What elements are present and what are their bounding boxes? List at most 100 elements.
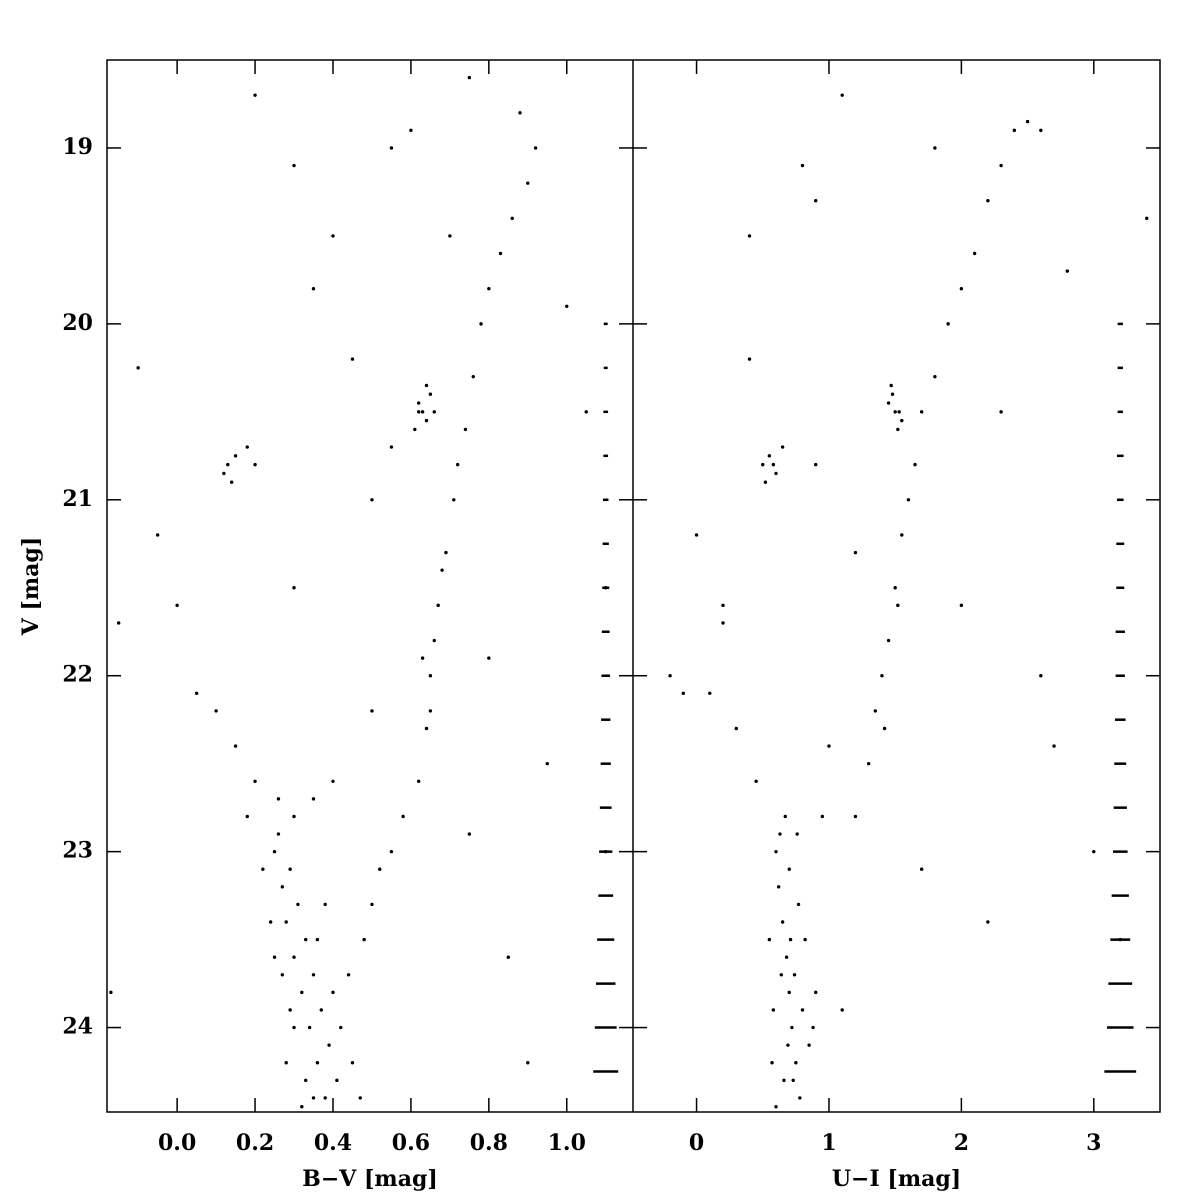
star-point xyxy=(452,498,456,502)
x-axis-label: B−V [mag] xyxy=(302,1166,438,1192)
x-tick-label: 0.2 xyxy=(236,1130,274,1156)
star-point xyxy=(780,445,785,449)
star-point xyxy=(327,1043,331,1047)
y-axis-label: V [mag] xyxy=(18,537,44,636)
star-point xyxy=(346,973,351,977)
star-point xyxy=(272,849,277,854)
star-point xyxy=(791,1078,795,1083)
star-point xyxy=(276,797,281,801)
star-point xyxy=(268,920,273,924)
star-point xyxy=(754,779,758,783)
star-point xyxy=(253,462,257,467)
star-point xyxy=(109,990,113,995)
star-point xyxy=(315,1061,320,1065)
star-point xyxy=(900,533,904,537)
star-point xyxy=(770,1061,774,1065)
star-point xyxy=(545,761,549,766)
star-point xyxy=(787,990,791,995)
star-point xyxy=(774,849,778,854)
x-tick-label: 0 xyxy=(689,1130,704,1156)
star-point xyxy=(116,621,121,625)
star-point xyxy=(807,1043,811,1047)
star-point xyxy=(853,550,858,555)
star-point xyxy=(284,1061,288,1065)
star-point xyxy=(866,761,871,766)
star-point xyxy=(409,128,413,133)
star-point xyxy=(1012,128,1017,133)
star-point xyxy=(999,410,1003,414)
star-point xyxy=(800,1008,805,1012)
star-point xyxy=(288,1008,292,1012)
star-point xyxy=(296,902,300,907)
star-point xyxy=(897,410,901,414)
star-point xyxy=(933,374,937,379)
star-point xyxy=(1065,269,1070,273)
star-point xyxy=(780,920,785,924)
star-point xyxy=(526,181,530,185)
star-point xyxy=(893,586,897,590)
star-point xyxy=(886,401,891,405)
star-point xyxy=(840,93,844,97)
star-point xyxy=(972,251,977,256)
star-point xyxy=(331,990,335,995)
star-point xyxy=(471,374,475,379)
star-point xyxy=(487,286,491,291)
star-point xyxy=(771,1008,776,1012)
star-point xyxy=(292,814,296,819)
star-point xyxy=(436,603,440,608)
star-point xyxy=(229,480,234,484)
star-point xyxy=(827,744,831,748)
star-point xyxy=(280,885,285,889)
star-point xyxy=(518,111,522,115)
star-point xyxy=(323,902,327,907)
star-point xyxy=(794,1061,798,1065)
x-tick-label: 0.8 xyxy=(470,1130,508,1156)
star-point xyxy=(245,814,249,819)
star-point xyxy=(432,410,436,414)
x-tick-label: 0.4 xyxy=(314,1130,352,1156)
star-point xyxy=(300,1105,304,1109)
star-point xyxy=(959,603,964,608)
star-point xyxy=(420,656,425,660)
star-point xyxy=(880,674,884,678)
star-point xyxy=(900,418,904,423)
star-point xyxy=(292,586,296,590)
star-point xyxy=(448,234,452,238)
star-point xyxy=(389,146,394,150)
star-point xyxy=(721,621,725,625)
star-point xyxy=(783,814,787,819)
star-point xyxy=(323,1096,327,1100)
star-point xyxy=(786,1043,790,1047)
star-point xyxy=(417,401,421,405)
star-point xyxy=(350,1061,355,1065)
star-point xyxy=(304,1078,308,1083)
star-point xyxy=(222,471,226,476)
star-point xyxy=(276,832,281,836)
star-point xyxy=(959,286,964,291)
star-point xyxy=(584,410,588,414)
star-point xyxy=(800,163,805,168)
star-point xyxy=(331,779,335,783)
star-point xyxy=(767,937,772,942)
star-point xyxy=(506,955,511,959)
star-point xyxy=(906,498,911,502)
star-point xyxy=(767,454,772,458)
star-point xyxy=(311,1096,316,1100)
star-point xyxy=(350,357,355,361)
star-point xyxy=(315,937,320,942)
star-point xyxy=(424,726,429,731)
star-point xyxy=(261,867,265,871)
star-point xyxy=(417,410,421,414)
star-point xyxy=(479,322,483,326)
star-point xyxy=(986,920,990,924)
star-point xyxy=(455,462,460,467)
star-point xyxy=(681,691,686,696)
star-point xyxy=(284,920,288,924)
star-point xyxy=(784,955,789,959)
star-point xyxy=(999,163,1003,168)
star-point xyxy=(933,146,937,150)
star-point xyxy=(761,462,765,467)
star-point xyxy=(882,726,887,731)
star-point xyxy=(428,674,433,678)
star-point xyxy=(526,1061,530,1065)
